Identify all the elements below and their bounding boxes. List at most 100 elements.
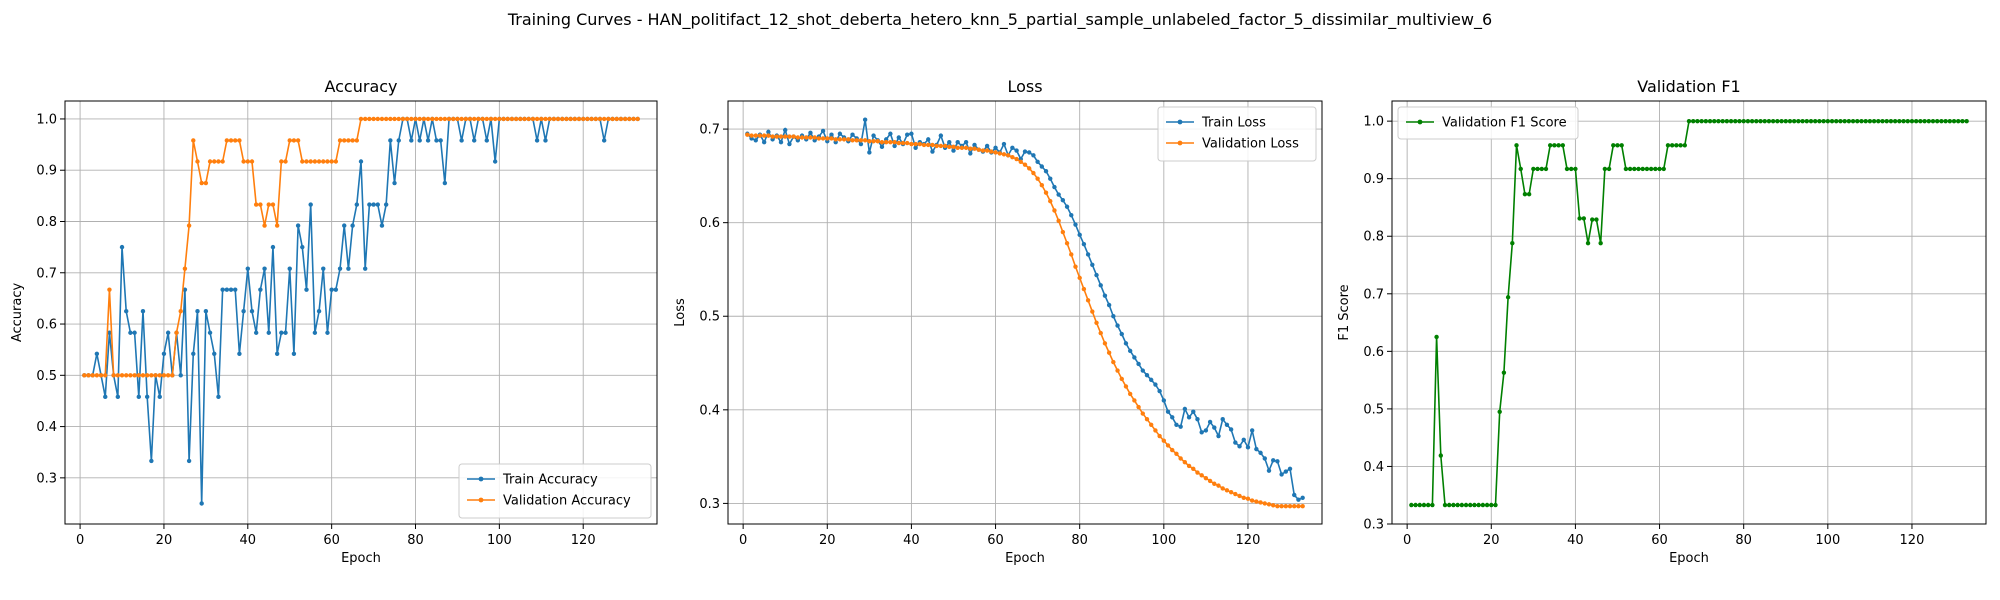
data-point	[1220, 486, 1225, 491]
x-tick-label: 100	[1815, 533, 1840, 548]
data-point	[1271, 503, 1276, 508]
data-point	[195, 309, 200, 314]
x-tick-label: 0	[1403, 533, 1411, 548]
data-point	[451, 116, 456, 122]
data-point	[1867, 118, 1873, 124]
data-point	[1039, 183, 1045, 188]
y-tick-label: 0.3	[36, 471, 57, 486]
data-point	[812, 135, 817, 140]
data-point	[300, 159, 305, 164]
data-point	[1300, 504, 1305, 509]
data-point	[337, 138, 343, 143]
data-point	[1144, 416, 1150, 422]
data-point	[1262, 456, 1267, 461]
data-point	[258, 202, 263, 207]
data-point	[543, 116, 548, 122]
y-tick-label: 0.8	[1363, 230, 1384, 245]
data-point	[589, 116, 594, 122]
data-point	[1031, 153, 1036, 158]
data-point	[186, 223, 192, 228]
data-point	[858, 141, 864, 147]
data-point	[119, 244, 125, 250]
data-point	[833, 137, 838, 142]
data-point	[1749, 118, 1755, 124]
data-point	[1783, 118, 1788, 124]
data-point	[1191, 409, 1196, 414]
data-point	[1081, 241, 1087, 247]
axes-frame	[64, 100, 658, 525]
data-point	[1069, 212, 1074, 218]
data-point	[1741, 118, 1746, 124]
data-point	[354, 138, 360, 143]
data-point	[926, 142, 931, 148]
x-tick-label: 60	[1651, 533, 1668, 548]
data-point	[1224, 488, 1230, 493]
x-tick-label: 20	[819, 533, 836, 548]
x-tick-label: 0	[76, 533, 84, 548]
data-point	[766, 133, 771, 138]
data-point	[329, 287, 334, 292]
data-point	[1817, 118, 1822, 124]
data-point	[1178, 456, 1183, 461]
data-point	[1132, 398, 1137, 403]
data-point	[1960, 118, 1965, 124]
data-point	[472, 138, 477, 143]
data-point	[820, 136, 826, 141]
data-point	[749, 133, 754, 138]
data-point	[787, 134, 792, 139]
data-point	[1442, 502, 1448, 508]
data-point	[216, 159, 221, 164]
data-point	[1451, 502, 1456, 508]
data-point	[1703, 118, 1709, 124]
data-point	[1888, 118, 1894, 124]
legend-label: Validation F1 Score	[1442, 116, 1567, 131]
data-point	[551, 116, 557, 122]
data-point	[1935, 118, 1940, 124]
data-point	[1161, 438, 1167, 443]
data-point	[1022, 162, 1028, 167]
data-point	[808, 135, 813, 140]
data-point	[1480, 502, 1486, 508]
data-point	[388, 116, 393, 122]
x-tick-label: 100	[1151, 533, 1176, 548]
y-tick-label: 0.6	[1363, 345, 1384, 360]
data-point	[312, 330, 318, 335]
data-point	[787, 141, 792, 147]
data-point	[892, 139, 897, 145]
data-point	[1737, 118, 1742, 124]
data-point	[262, 223, 267, 228]
data-point	[312, 159, 318, 164]
legend-marker	[1177, 119, 1183, 125]
data-point	[606, 116, 611, 122]
data-point	[128, 330, 133, 335]
data-point	[871, 139, 876, 144]
data-point	[1632, 166, 1637, 172]
data-point	[107, 287, 112, 292]
data-point	[837, 131, 843, 136]
data-point	[1876, 118, 1881, 124]
data-point	[304, 159, 309, 164]
data-point	[1880, 118, 1885, 124]
data-point	[467, 116, 473, 122]
data-point	[253, 202, 259, 207]
data-point	[938, 133, 944, 138]
data-point	[1720, 118, 1725, 124]
data-point	[1707, 118, 1713, 124]
legend-marker	[478, 476, 484, 482]
data-point	[1606, 166, 1612, 172]
data-point	[1119, 376, 1124, 382]
data-point	[1943, 118, 1948, 124]
data-point	[237, 351, 242, 356]
data-point	[1048, 176, 1053, 181]
data-point	[1569, 166, 1574, 172]
data-point	[761, 133, 767, 138]
data-point	[308, 159, 313, 164]
data-point	[1014, 156, 1019, 162]
data-point	[270, 202, 276, 207]
data-point	[1262, 501, 1267, 506]
data-point	[938, 143, 944, 149]
legend-label: Validation Loss	[1202, 137, 1299, 152]
data-point	[1216, 483, 1221, 488]
data-point	[980, 148, 986, 153]
